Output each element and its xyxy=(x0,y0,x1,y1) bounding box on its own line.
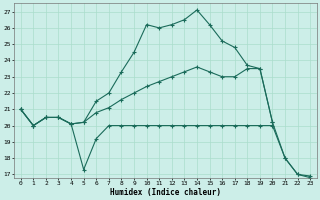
X-axis label: Humidex (Indice chaleur): Humidex (Indice chaleur) xyxy=(110,188,221,197)
